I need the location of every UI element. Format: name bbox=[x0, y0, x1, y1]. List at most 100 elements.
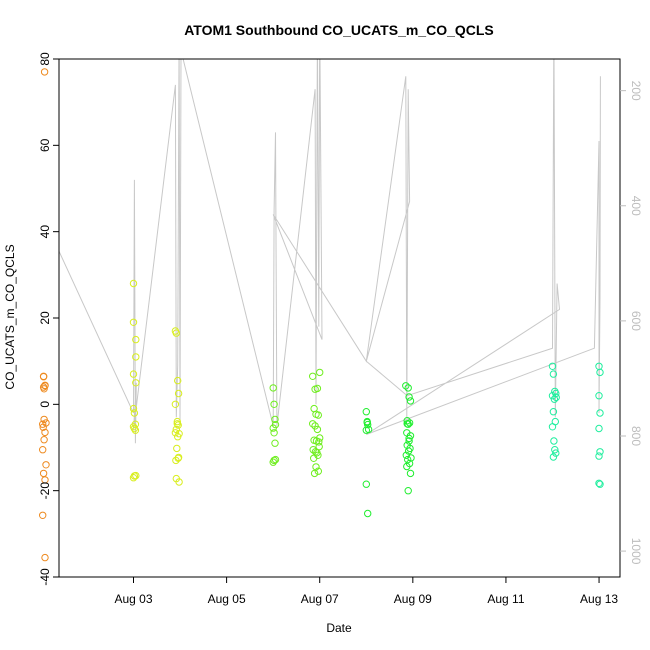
data-point-g4-1 bbox=[549, 370, 558, 378]
data-point-g0-1 bbox=[39, 373, 48, 381]
data-point-g4-18 bbox=[595, 424, 603, 433]
data-point-g3-29 bbox=[403, 420, 411, 428]
y-tick-label-40: 40 bbox=[38, 225, 52, 239]
data-point-g4-13 bbox=[549, 453, 558, 461]
data-point-g1-11 bbox=[131, 426, 140, 434]
right-tick-label-400: 400 bbox=[629, 196, 643, 216]
data-point-g0-14 bbox=[41, 476, 49, 484]
data-point-g1-26 bbox=[173, 444, 181, 453]
data-point-g3-23 bbox=[404, 455, 412, 464]
x-tick-label-11: Aug 11 bbox=[487, 592, 524, 606]
data-point-g2-4 bbox=[269, 424, 277, 432]
y-tick-label-60: 60 bbox=[38, 138, 52, 152]
data-point-g3-26 bbox=[406, 469, 415, 478]
plot-frame bbox=[58, 58, 621, 578]
data-point-g4-9 bbox=[548, 423, 557, 431]
data-point-g1-10 bbox=[130, 424, 139, 433]
data-point-g4-10 bbox=[550, 437, 558, 445]
y-axis-title: CO_UCATS_m_CO_QCLS bbox=[3, 244, 17, 389]
data-point-g1-20 bbox=[173, 420, 182, 428]
data-point-g3-5 bbox=[364, 509, 372, 518]
y-tick-label-0: 0 bbox=[38, 401, 52, 408]
y-tick-label-80: 80 bbox=[38, 52, 52, 66]
data-point-g1-0 bbox=[129, 279, 138, 288]
data-point-g0-17 bbox=[39, 511, 47, 519]
data-point-g3-7 bbox=[362, 426, 370, 434]
data-point-g1-5 bbox=[132, 379, 140, 387]
right-tick-label-600: 600 bbox=[629, 311, 643, 331]
data-point-g4-21 bbox=[596, 480, 604, 488]
data-point-g2-13 bbox=[316, 368, 324, 377]
data-point-g0-3 bbox=[40, 385, 48, 393]
data-point-g1-18 bbox=[174, 389, 183, 398]
x-tick-label-13: Aug 13 bbox=[580, 592, 618, 606]
data-point-g4-7 bbox=[549, 408, 558, 416]
data-point-g2-23 bbox=[315, 438, 323, 446]
data-point-g3-27 bbox=[404, 487, 412, 495]
data-point-g3-28 bbox=[405, 434, 413, 443]
data-point-g0-10 bbox=[40, 436, 48, 444]
data-point-g2-31 bbox=[313, 449, 321, 457]
data-point-g1-31 bbox=[175, 478, 183, 486]
data-point-g2-32 bbox=[315, 442, 323, 451]
data-point-g4-19 bbox=[596, 448, 604, 456]
x-axis-title: Date bbox=[326, 621, 352, 635]
data-point-g0-11 bbox=[39, 446, 47, 454]
data-point-g0-8 bbox=[39, 423, 47, 431]
data-point-g2-8 bbox=[270, 456, 278, 465]
data-point-g4-11 bbox=[551, 446, 559, 454]
altitude-trace-line bbox=[59, 59, 601, 444]
data-point-g3-10 bbox=[405, 393, 413, 401]
data-point-g4-17 bbox=[596, 409, 604, 417]
data-point-g3-0 bbox=[362, 408, 370, 416]
data-point-g2-17 bbox=[309, 420, 317, 428]
data-point-g4-4 bbox=[548, 392, 557, 400]
data-point-g0-5 bbox=[39, 420, 47, 428]
data-point-g4-5 bbox=[550, 395, 559, 403]
right-tick-label-800: 800 bbox=[629, 426, 643, 446]
data-point-g1-6 bbox=[129, 404, 138, 413]
data-point-g1-25 bbox=[174, 433, 182, 441]
data-point-g1-7 bbox=[130, 409, 139, 417]
data-point-g2-9 bbox=[271, 455, 280, 464]
data-point-g2-10 bbox=[309, 372, 317, 380]
data-point-g0-15 bbox=[40, 68, 49, 76]
y-tick-label--40: -40 bbox=[38, 568, 52, 586]
x-tick-label-9: Aug 09 bbox=[394, 592, 432, 606]
data-point-g1-24 bbox=[171, 429, 180, 437]
data-point-g2-6 bbox=[271, 439, 279, 447]
data-point-g2-5 bbox=[270, 429, 278, 437]
data-point-g1-1 bbox=[129, 318, 138, 326]
data-point-g4-6 bbox=[552, 393, 560, 402]
data-point-g1-17 bbox=[174, 376, 182, 385]
data-point-g1-4 bbox=[129, 370, 138, 378]
data-point-g0-12 bbox=[42, 461, 50, 469]
x-tick-label-5: Aug 05 bbox=[208, 592, 246, 606]
data-point-g2-12 bbox=[313, 384, 322, 393]
data-point-g3-25 bbox=[403, 462, 411, 471]
data-point-g3-2 bbox=[364, 420, 372, 429]
data-point-g2-19 bbox=[313, 425, 322, 434]
data-point-g1-19 bbox=[171, 400, 180, 408]
data-point-g3-9 bbox=[404, 384, 412, 392]
data-point-g3-20 bbox=[404, 447, 413, 455]
data-point-g3-11 bbox=[406, 397, 415, 405]
chart-title: ATOM1 Southbound CO_UCATS_m_CO_QCLS bbox=[184, 22, 494, 38]
data-point-g1-3 bbox=[132, 353, 140, 361]
data-point-g2-2 bbox=[271, 415, 279, 424]
data-point-g2-1 bbox=[270, 400, 278, 408]
x-tick-label-7: Aug 07 bbox=[301, 592, 339, 606]
data-point-g3-17 bbox=[405, 437, 413, 445]
right-tick-label-200: 200 bbox=[629, 81, 643, 101]
right-tick-label-1000: 1000 bbox=[629, 538, 643, 565]
axes-layer: -40 -20 0 20 40 60 80 Aug 03 Aug 05 Aug 07 Aug 09 A… bbox=[38, 52, 643, 606]
x-tick-label-3: Aug 03 bbox=[114, 592, 152, 606]
data-point-g1-29 bbox=[174, 454, 182, 462]
data-point-g1-32 bbox=[173, 417, 182, 426]
data-points-layer bbox=[39, 68, 604, 562]
data-point-g2-0 bbox=[269, 384, 277, 392]
data-point-g4-20 bbox=[595, 452, 603, 460]
data-point-g0-9 bbox=[41, 428, 49, 437]
